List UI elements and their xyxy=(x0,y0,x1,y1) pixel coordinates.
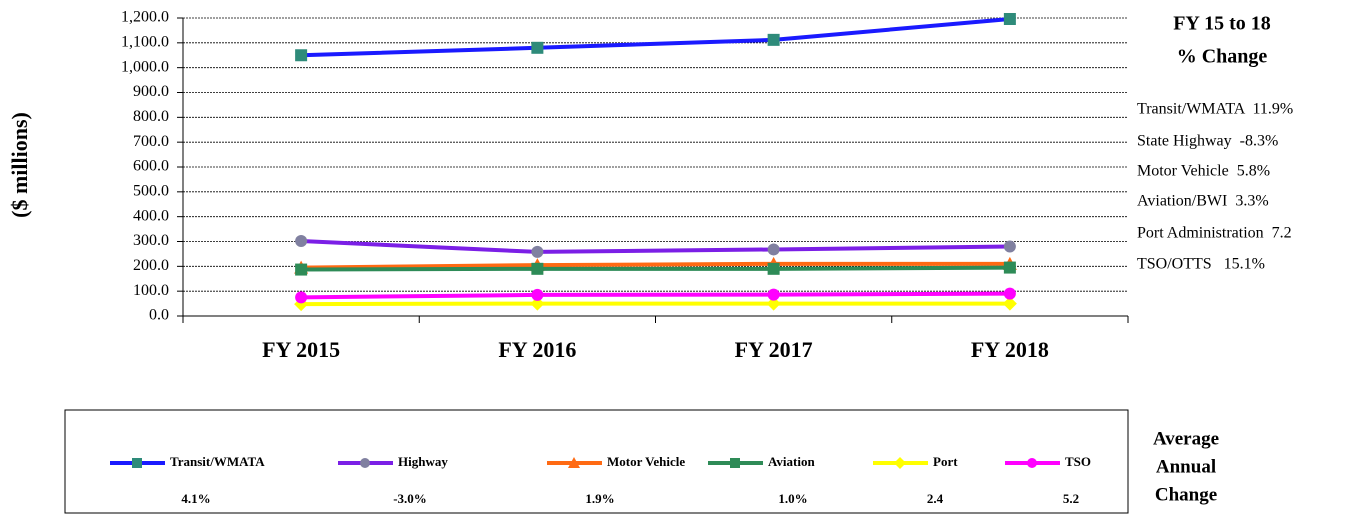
y-axis-label: ($ millions) xyxy=(7,112,32,218)
marker xyxy=(531,245,544,258)
y-tick-label: 100.0 xyxy=(133,282,169,299)
marker xyxy=(767,243,780,256)
legend-marker xyxy=(730,458,740,468)
panel-item: Port Administration 7.2 xyxy=(1137,225,1292,242)
series-line xyxy=(301,17,1011,58)
panel-item: Motor Vehicle 5.8% xyxy=(1137,163,1270,180)
legend-marker xyxy=(132,458,142,468)
legend-marker xyxy=(360,458,370,468)
panel-item: Transit/WMATA 11.9% xyxy=(1137,101,1293,118)
marker xyxy=(766,296,781,311)
legend-change: 1.0% xyxy=(778,491,807,506)
legend-change: 1.9% xyxy=(585,491,614,506)
series-line xyxy=(301,291,1010,300)
series-line xyxy=(301,261,1010,270)
y-tick-label: 600.0 xyxy=(133,158,169,175)
y-tick-label: 200.0 xyxy=(133,257,169,274)
legend-label: TSO xyxy=(1065,454,1091,469)
legend-title: Annual xyxy=(1156,456,1216,477)
y-tick-label: 1,000.0 xyxy=(121,58,169,75)
y-tick-label: 300.0 xyxy=(133,232,169,249)
y-tick-label: 0.0 xyxy=(149,307,169,324)
x-tick-label: FY 2017 xyxy=(735,337,813,362)
marker xyxy=(1003,240,1016,253)
marker xyxy=(531,262,544,275)
series-line xyxy=(301,265,1010,272)
legend-label: Transit/WMATA xyxy=(170,454,265,469)
y-tick-label: 800.0 xyxy=(133,108,169,125)
legend-change: 5.2 xyxy=(1063,491,1079,506)
panel-title: FY 15 to 18 xyxy=(1173,13,1271,35)
marker xyxy=(1003,12,1016,25)
legend-marker xyxy=(568,457,580,468)
marker xyxy=(295,263,308,276)
y-tick-label: 1,100.0 xyxy=(121,34,169,51)
marker xyxy=(295,49,308,62)
legend-change: 4.1% xyxy=(181,491,210,506)
panel-item: State Highway -8.3% xyxy=(1137,133,1278,150)
marker xyxy=(767,288,780,301)
marker xyxy=(295,235,308,248)
legend-box xyxy=(64,409,1129,514)
marker xyxy=(531,41,544,54)
legend-label: Motor Vehicle xyxy=(607,454,685,469)
legend-marker xyxy=(894,457,906,469)
marker xyxy=(1003,261,1016,274)
panel-item: TSO/OTTS 15.1% xyxy=(1137,256,1265,273)
marker xyxy=(295,291,308,304)
panel-title: % Change xyxy=(1177,46,1268,68)
legend-change: -3.0% xyxy=(393,491,427,506)
x-tick-label: FY 2015 xyxy=(262,337,340,362)
y-tick-label: 500.0 xyxy=(133,183,169,200)
marker xyxy=(530,296,545,311)
legend-marker xyxy=(1027,458,1037,468)
marker xyxy=(1002,296,1017,311)
y-tick-label: 1,200.0 xyxy=(121,9,169,26)
legend-label: Aviation xyxy=(768,454,815,469)
panel-item: Aviation/BWI 3.3% xyxy=(1137,193,1269,210)
series-line xyxy=(301,239,1010,254)
legend-title: Average xyxy=(1153,428,1219,449)
marker xyxy=(767,262,780,275)
legend-label: Highway xyxy=(398,454,448,469)
y-tick-label: 700.0 xyxy=(133,133,169,150)
y-tick-label: 400.0 xyxy=(133,207,169,224)
marker xyxy=(1003,287,1016,300)
legend-label: Port xyxy=(933,454,958,469)
legend-title: Change xyxy=(1155,484,1217,505)
marker xyxy=(531,288,544,301)
marker xyxy=(767,33,780,46)
x-tick-label: FY 2016 xyxy=(498,337,576,362)
legend-change: 2.4 xyxy=(927,491,944,506)
x-tick-label: FY 2018 xyxy=(971,337,1049,362)
y-tick-label: 900.0 xyxy=(133,83,169,100)
